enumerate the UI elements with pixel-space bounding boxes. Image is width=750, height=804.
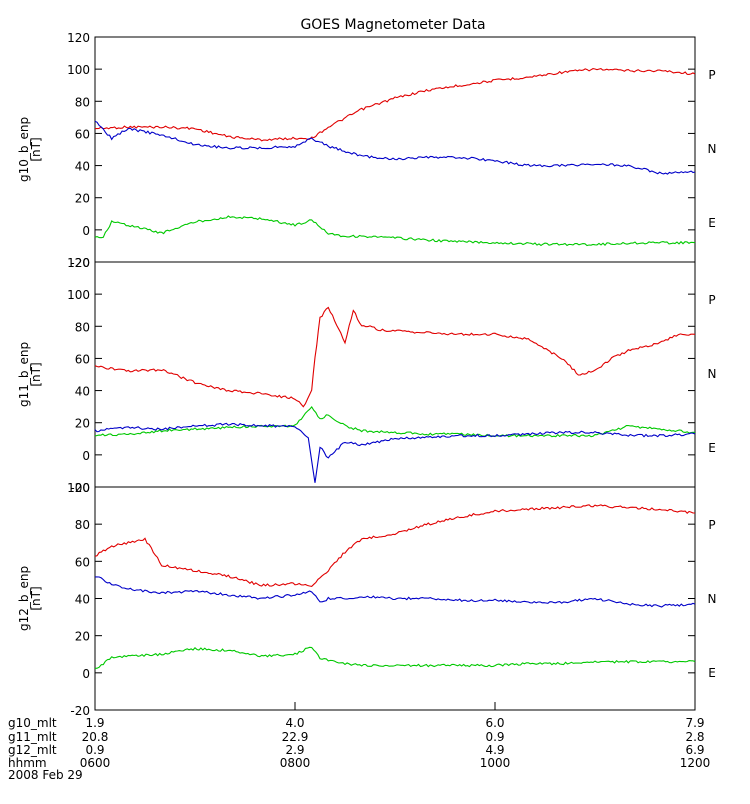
legend-p: P	[708, 518, 715, 532]
series-line-p	[94, 306, 696, 408]
panel-1: 120 100 80 60 40 20 0 -20 g10_b_enp[nT] P N E	[17, 31, 716, 270]
legend-p: P	[708, 293, 715, 307]
x-tick-label: 6.0	[485, 716, 504, 730]
x-tick-label: 0.9	[485, 730, 504, 744]
x-tick-label: 2.8	[685, 730, 704, 744]
series-line-n	[94, 215, 696, 247]
x-tick-label: 1.9	[85, 716, 104, 730]
y-tick-label: -20	[70, 481, 90, 495]
panel-frame	[94, 486, 696, 711]
y-tick-label: 20	[75, 417, 90, 431]
series-line-e	[94, 120, 696, 175]
y-tick-label: 20	[75, 630, 90, 644]
x-row-label: hhmm	[8, 756, 47, 770]
panel-2: 120 100 80 60 40 20 0 -20 g11_b_enp[nT] P N E	[17, 256, 716, 495]
y-tick-label: 100	[67, 63, 90, 77]
date-label: 2008 Feb 29	[8, 768, 83, 782]
panel-frame	[94, 36, 696, 263]
panel-3: 100 80 60 40 20 0 -20 g12_b_enp[nT] P N E	[17, 481, 716, 718]
y-axis-units: [nT]	[29, 362, 43, 386]
y-tick-label: 80	[75, 95, 90, 109]
x-tick-label: 6.9	[685, 743, 704, 757]
panels-layer: 120100806040200-20g10_b_enp[nT]PNE120100…	[17, 31, 716, 718]
y-tick-label: 40	[75, 593, 90, 607]
legend-p: P	[708, 68, 715, 82]
legend-n: N	[708, 367, 717, 381]
y-tick-label: 120	[67, 256, 90, 270]
series-line-n	[94, 405, 696, 438]
x-row-label: g11_mlt	[8, 730, 57, 744]
series-line-e	[94, 422, 696, 483]
legend-n: N	[708, 592, 717, 606]
x-tick-label: 20.8	[82, 730, 109, 744]
series-line-p	[95, 68, 696, 142]
y-axis-label: g12_b_enp	[17, 566, 31, 631]
y-tick-label: 60	[75, 352, 90, 366]
y-tick-label: 0	[82, 449, 90, 463]
y-axis-units: [nT]	[29, 137, 43, 161]
legend-e: E	[708, 441, 716, 455]
x-tick-label: 4.9	[485, 743, 504, 757]
legend-e: E	[708, 216, 716, 230]
legend-e: E	[708, 666, 716, 680]
y-axis-label: g10_b_enp	[17, 117, 31, 182]
x-tick-label: 0600	[80, 756, 111, 770]
x-tick-label: 1000	[480, 756, 511, 770]
y-tick-label: 100	[67, 288, 90, 302]
y-tick-label: 0	[82, 667, 90, 681]
x-tick-label: 0800	[280, 756, 311, 770]
x-tick-label: 2.9	[285, 743, 304, 757]
y-tick-label: 80	[75, 518, 90, 532]
y-tick-label: 40	[75, 160, 90, 174]
panel-frame	[94, 261, 696, 488]
y-tick-label: -20	[70, 256, 90, 270]
chart-title: GOES Magnetometer Data	[300, 17, 485, 33]
y-tick-label: 60	[75, 127, 90, 141]
y-axis-label: g11_b_enp	[17, 342, 31, 407]
x-row-label: g12_mlt	[8, 743, 57, 757]
y-tick-label: 20	[75, 192, 90, 206]
series-line-p	[94, 504, 695, 587]
x-tick-label: 22.9	[282, 730, 309, 744]
y-axis-units: [nT]	[29, 586, 43, 610]
x-row-label: g10_mlt	[8, 716, 57, 730]
y-tick-label: 40	[75, 385, 90, 399]
x-tick-label: 0.9	[85, 743, 104, 757]
x-tick-label: 1200	[680, 756, 711, 770]
y-tick-label: 60	[75, 555, 90, 569]
y-tick-label: 120	[67, 31, 90, 45]
series-line-e	[95, 576, 696, 608]
y-tick-label: 100	[67, 481, 90, 495]
x-axis-label-table: g10_mlt 1.9 4.0 6.0 7.9 g11_mlt 20.8 22.9 0.9 2.8…	[8, 716, 710, 770]
legend-n: N	[708, 142, 717, 156]
x-tick-label: 7.9	[685, 716, 704, 730]
x-tick-label: 4.0	[285, 716, 304, 730]
y-tick-label: -20	[70, 704, 90, 718]
series-line-n	[94, 646, 696, 669]
y-tick-label: 80	[75, 320, 90, 334]
y-tick-label: 0	[82, 224, 90, 238]
